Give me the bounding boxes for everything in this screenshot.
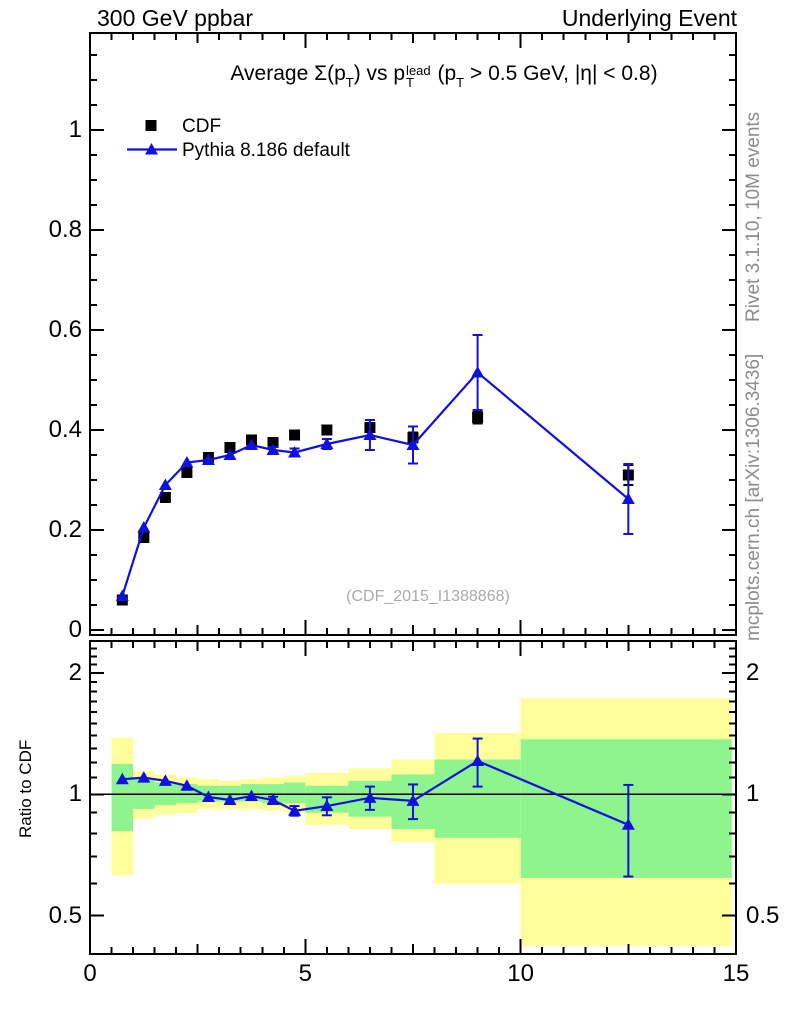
legend-label-cdf: CDF <box>182 116 222 137</box>
axis-ticks <box>89 33 737 954</box>
x-tick-label: 0 <box>83 960 97 987</box>
side-note-rivet: Rivet 3.1.10, 10M events <box>743 111 764 322</box>
main-y-tick-label: 0.8 <box>48 216 82 243</box>
ratio-y-tick-label-left: 1 <box>68 780 82 808</box>
main-y-tick-label: 0.2 <box>48 516 82 543</box>
side-note-mcplots: mcplots.cern.ch [arXiv:1306.3436] <box>743 353 764 641</box>
watermark-analysis-id: (CDF_2015_I1388868) <box>346 588 510 605</box>
main-y-tick-label: 0.6 <box>48 316 82 343</box>
ratio-y-tick-label-right: 0.5 <box>746 901 780 929</box>
ratio-y-tick-label-right: 1 <box>746 780 760 808</box>
ratio-y-tick-label-left: 0.5 <box>48 901 82 929</box>
x-tick-label: 5 <box>298 960 313 987</box>
cdf-series <box>116 410 634 606</box>
ratio-series <box>115 737 635 878</box>
x-tick-label: 15 <box>722 960 750 987</box>
main-y-tick-label: 0 <box>68 616 82 643</box>
header-left: 300 GeV ppbar <box>97 5 254 31</box>
main-y-tick-label: 1 <box>68 116 82 143</box>
ratio-y-tick-label-left: 2 <box>68 659 82 686</box>
pythia-series <box>115 334 635 601</box>
uncertainty-bands <box>111 698 732 947</box>
header-right: Underlying Event <box>561 5 737 31</box>
legend-label-pythia: Pythia 8.186 default <box>182 140 350 161</box>
plot-title: Average Σ(pT) vs p lead T (pT > 0.5 GeV, |… <box>230 62 658 91</box>
ratio-y-axis-label: Ratio to CDF <box>16 739 35 838</box>
legend-markers <box>127 120 177 155</box>
main-y-tick-label: 0.4 <box>48 416 82 443</box>
ratio-y-tick-label-right: 2 <box>746 659 760 686</box>
x-tick-label: 10 <box>507 960 535 987</box>
title-stack-script: lead T <box>406 62 431 91</box>
